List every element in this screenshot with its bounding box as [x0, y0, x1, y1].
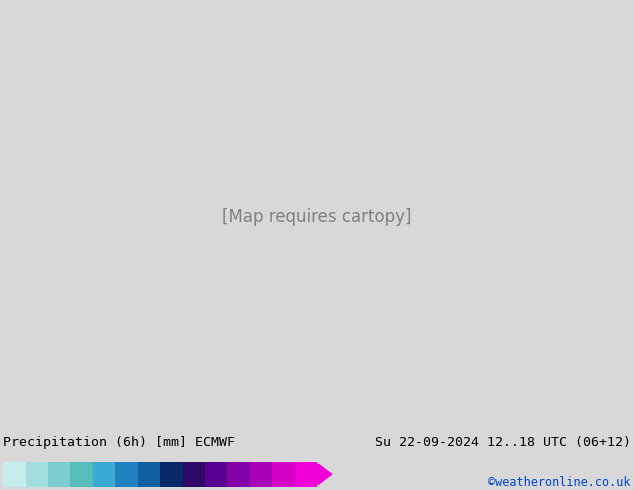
Bar	[25, 462, 48, 487]
Bar	[183, 462, 205, 487]
Bar	[205, 462, 228, 487]
Bar	[115, 462, 138, 487]
Text: [Map requires cartopy]: [Map requires cartopy]	[223, 208, 411, 226]
Bar	[228, 462, 250, 487]
FancyArrow shape	[317, 464, 333, 485]
Text: Su 22-09-2024 12..18 UTC (06+12): Su 22-09-2024 12..18 UTC (06+12)	[375, 436, 631, 449]
Bar	[138, 462, 160, 487]
Bar	[250, 462, 272, 487]
Bar	[272, 462, 295, 487]
Text: Precipitation (6h) [mm] ECMWF: Precipitation (6h) [mm] ECMWF	[3, 436, 235, 449]
Bar	[48, 462, 70, 487]
Bar	[70, 462, 93, 487]
Text: ©weatheronline.co.uk: ©weatheronline.co.uk	[488, 476, 631, 489]
Bar	[3, 462, 25, 487]
Bar	[295, 462, 317, 487]
Bar	[160, 462, 183, 487]
Bar	[93, 462, 115, 487]
